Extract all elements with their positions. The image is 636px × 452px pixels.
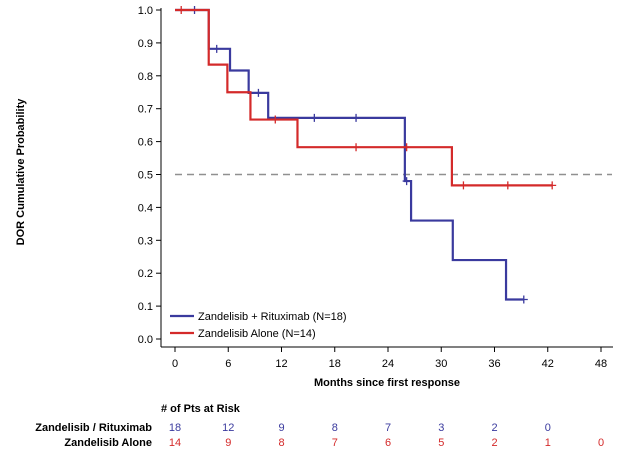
at-risk-row-label-0: Zandelisib / Rituximab — [35, 422, 152, 434]
y-tick-label-8: 0.8 — [138, 71, 153, 83]
at-risk-value-1-0: 14 — [169, 437, 181, 449]
censor-mark-1-4 — [459, 181, 468, 190]
y-tick-label-6: 0.6 — [138, 137, 153, 149]
at-risk-value-0-4: 7 — [385, 422, 391, 434]
legend-label-1: Zandelisib Alone (N=14) — [198, 328, 316, 340]
y-tick-label-10: 1.0 — [138, 5, 153, 17]
y-tick-label-7: 0.7 — [138, 104, 153, 116]
survival-curves — [175, 6, 557, 304]
at-risk-value-0-5: 3 — [438, 422, 444, 434]
series-line-1 — [175, 8, 553, 187]
censor-mark-1-0 — [177, 6, 186, 14]
x-tick-label-5: 30 — [435, 358, 447, 370]
y-axis-title: DOR Cumulative Probability — [15, 98, 27, 246]
at-risk-value-1-4: 6 — [385, 437, 391, 449]
at-risk-value-0-1: 12 — [222, 422, 234, 434]
x-tick-label-0: 0 — [172, 358, 178, 370]
at-risk-values: 18 12 9 8 7 3 2 0 14 9 8 7 6 5 2 1 0 — [169, 422, 604, 449]
censor-mark-0-3 — [310, 113, 319, 122]
x-tick-label-8: 48 — [595, 358, 607, 370]
at-risk-value-0-0: 18 — [169, 422, 181, 434]
at-risk-value-0-3: 8 — [332, 422, 338, 434]
x-axis-title: Months since first response — [314, 377, 460, 389]
y-tick-label-5: 0.5 — [138, 170, 153, 182]
legend: Zandelisib + Rituximab (N=18) Zandelisib… — [166, 307, 380, 343]
x-ticks: 0 6 12 18 24 30 36 42 48 — [172, 347, 607, 370]
at-risk-value-1-8: 0 — [598, 437, 604, 449]
x-tick-label-1: 6 — [225, 358, 231, 370]
y-tick-label-9: 0.9 — [138, 38, 153, 50]
x-tick-label-4: 24 — [382, 358, 394, 370]
censor-mark-1-5 — [503, 181, 512, 190]
at-risk-value-1-6: 2 — [491, 437, 497, 449]
y-tick-label-2: 0.2 — [138, 268, 153, 280]
at-risk-value-1-7: 1 — [545, 437, 551, 449]
censor-mark-1-6 — [548, 181, 557, 190]
at-risk-value-1-5: 5 — [438, 437, 444, 449]
at-risk-value-0-7: 0 — [545, 422, 551, 434]
x-tick-label-6: 36 — [488, 358, 500, 370]
censor-mark-0-6 — [519, 295, 528, 304]
censor-mark-1-1 — [271, 115, 280, 124]
at-risk-value-1-3: 7 — [332, 437, 338, 449]
legend-box — [166, 307, 380, 343]
at-risk-row-label-1: Zandelisib Alone — [64, 437, 152, 449]
censor-mark-1-2 — [352, 143, 361, 152]
at-risk-value-1-2: 8 — [278, 437, 284, 449]
censor-mark-0-5 — [402, 177, 411, 186]
at-risk-value-1-1: 9 — [225, 437, 231, 449]
censor-mark-0-2 — [254, 88, 263, 97]
x-tick-label-3: 18 — [329, 358, 341, 370]
x-tick-label-7: 42 — [542, 358, 554, 370]
legend-label-0: Zandelisib + Rituximab (N=18) — [198, 311, 347, 323]
x-tick-label-2: 12 — [275, 358, 287, 370]
censor-mark-0-1 — [212, 44, 221, 53]
y-tick-label-4: 0.4 — [138, 202, 153, 214]
censor-mark-1-3 — [402, 143, 411, 152]
censor-mark-0-4 — [352, 113, 361, 122]
series-line-0 — [175, 8, 524, 301]
y-tick-label-1: 0.1 — [138, 301, 153, 313]
at-risk-value-0-6: 2 — [491, 422, 497, 434]
at-risk-value-0-2: 9 — [278, 422, 284, 434]
at-risk-title: # of Pts at Risk — [161, 403, 241, 415]
y-ticks: 0.0 0.1 0.2 0.3 0.4 0.5 0.6 0.7 0.8 0.9 1.0 — [138, 5, 161, 346]
y-tick-label-3: 0.3 — [138, 235, 153, 247]
y-tick-label-0: 0.0 — [138, 334, 153, 346]
